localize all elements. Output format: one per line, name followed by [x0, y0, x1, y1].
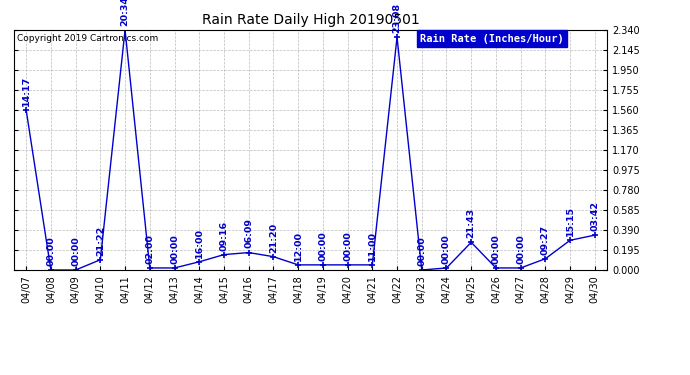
Text: 11:00: 11:00: [368, 231, 377, 261]
Text: 03:42: 03:42: [591, 201, 600, 231]
Text: 12:00: 12:00: [294, 231, 303, 261]
Title: Rain Rate Daily High 20190501: Rain Rate Daily High 20190501: [201, 13, 420, 27]
Text: 00:00: 00:00: [71, 236, 80, 266]
Text: 00:00: 00:00: [442, 234, 451, 264]
Text: 00:00: 00:00: [170, 234, 179, 264]
Text: Rain Rate (Inches/Hour): Rain Rate (Inches/Hour): [420, 34, 564, 44]
Text: 21:43: 21:43: [466, 208, 475, 238]
Text: 20:34: 20:34: [121, 0, 130, 26]
Text: 00:00: 00:00: [46, 236, 55, 266]
Text: 00:00: 00:00: [491, 234, 500, 264]
Text: Copyright 2019 Cartronics.com: Copyright 2019 Cartronics.com: [17, 34, 158, 43]
Text: 23:08: 23:08: [393, 3, 402, 33]
Text: 09:16: 09:16: [219, 220, 228, 251]
Text: 00:00: 00:00: [417, 236, 426, 266]
Text: 14:17: 14:17: [21, 76, 30, 106]
Text: 00:00: 00:00: [343, 231, 352, 261]
Text: 00:00: 00:00: [318, 231, 327, 261]
Text: 09:27: 09:27: [541, 225, 550, 255]
Text: 00:00: 00:00: [516, 234, 525, 264]
Text: 02:00: 02:00: [146, 234, 155, 264]
Text: 16:00: 16:00: [195, 228, 204, 258]
Text: 06:09: 06:09: [244, 219, 253, 249]
Text: 15:15: 15:15: [566, 206, 575, 236]
Text: 21:22: 21:22: [96, 225, 105, 256]
Text: 21:20: 21:20: [269, 222, 278, 253]
